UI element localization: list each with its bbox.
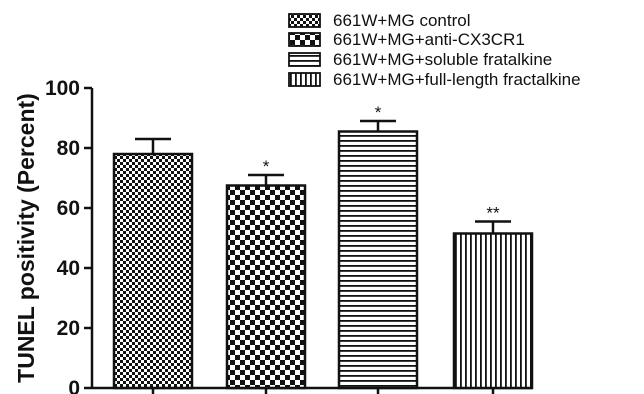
bars: **** — [112, 103, 534, 394]
legend-label: 661W+MG+soluble fratalkine — [333, 50, 552, 69]
legend-label: 661W+MG+full-length fractalkine — [333, 70, 581, 89]
legend-swatch — [288, 72, 321, 87]
bar-1 — [112, 152, 194, 390]
y-tick-label: 100 — [45, 77, 80, 100]
significance-label: * — [375, 103, 382, 122]
y-tick-label: 40 — [57, 257, 80, 280]
y-axis-title: TUNEL positivity (Percent) — [13, 93, 39, 383]
y-tick-label: 80 — [57, 137, 80, 160]
bar-2 — [225, 184, 307, 390]
y-tick-label: 60 — [57, 197, 80, 220]
y-tick-label: 0 — [68, 377, 80, 394]
legend-swatch — [288, 32, 321, 47]
significance-label: * — [263, 157, 270, 176]
bar-4 — [452, 232, 534, 390]
legend-swatch — [288, 13, 321, 28]
significance-label: ** — [486, 204, 500, 223]
legend-label: 661W+MG control — [333, 11, 470, 30]
legend-label: 661W+MG+anti-CX3CR1 — [333, 30, 525, 49]
legend: 661W+MG control661W+MG+anti-CX3CR1661W+M… — [288, 11, 581, 89]
bar-3 — [337, 130, 419, 390]
y-tick-label: 20 — [57, 317, 80, 340]
legend-swatch — [288, 52, 321, 67]
